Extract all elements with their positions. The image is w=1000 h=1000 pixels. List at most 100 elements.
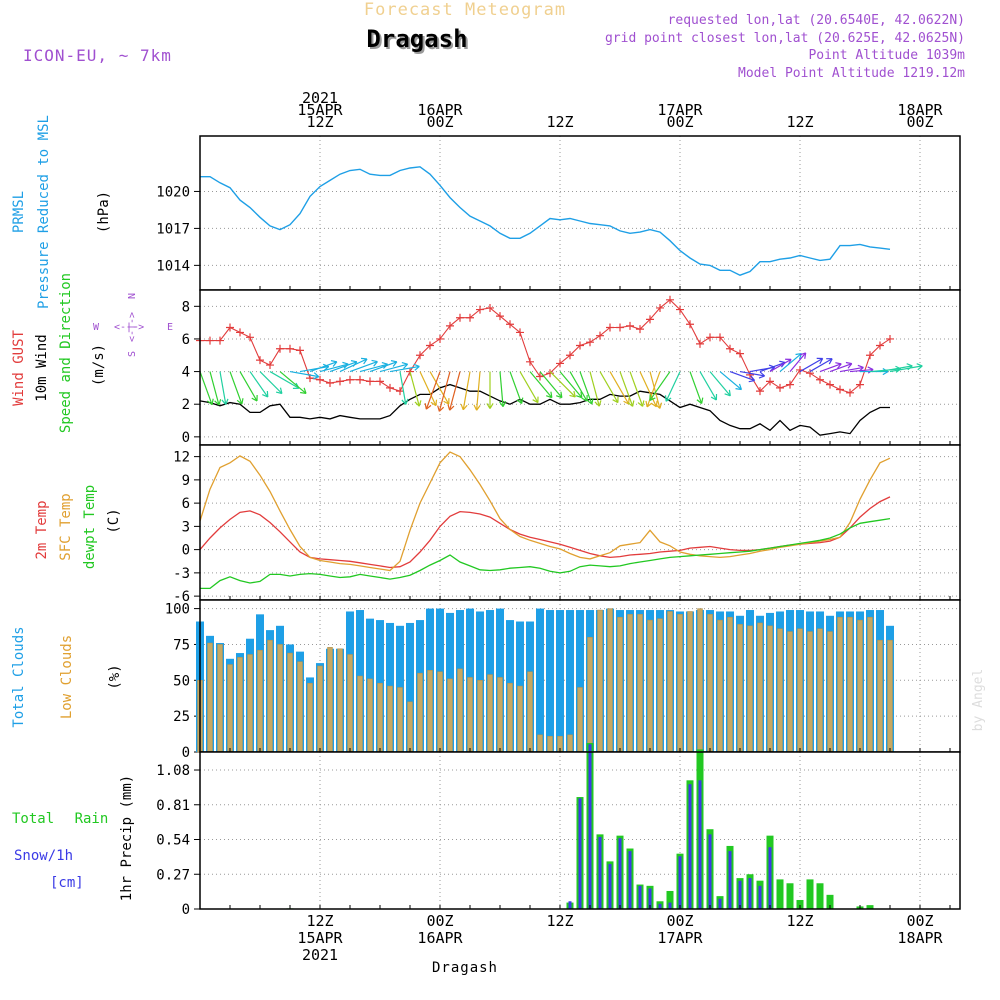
wind-arrow [559,371,583,399]
wind-arrow-head [664,395,672,402]
low-cloud-bar [827,631,833,753]
y-tick-label: 50 [173,673,190,689]
low-cloud-bar [547,735,553,753]
bottom-time-label: 12Z [786,912,813,930]
low-cloud-bar [527,671,533,753]
y-tick-label: 1014 [156,258,190,274]
low-cloud-bar [807,631,813,753]
watermark: by Angel [971,669,986,732]
bottom-time-label: 18APR [897,929,943,947]
wind-arrow [219,371,227,405]
wind-arrow [399,371,407,405]
low-cloud-bar [367,678,373,753]
rain-bar [806,879,814,909]
gust-marker [726,344,734,353]
wind-arrow [369,361,398,373]
gust-marker [216,336,224,345]
wind-arrow-head [696,397,704,404]
gust-marker [616,323,624,332]
compass-ns-arrow: <-|-> [127,312,138,342]
wind-arrow [449,371,461,411]
wind-arrow [299,365,329,373]
wind-arrow-head [586,398,594,405]
gust-line [200,299,891,394]
wind-arrow-head [443,398,450,405]
top-time-label: 12Z [546,113,573,131]
wind-arrow [319,363,349,373]
gust-marker [826,380,834,389]
wind-arrow-head [735,383,743,391]
wind-arrow [739,370,765,377]
wind-arrow [729,371,755,382]
wind-arrow [476,371,481,411]
gust-marker [626,321,634,330]
low-cloud-bar [477,680,483,753]
wind-arrow-head [594,400,602,407]
wind-arrow [629,371,644,407]
gust-marker [486,303,494,312]
gust-marker [296,346,304,355]
snow-bar [588,744,592,909]
snow-bar [648,888,652,909]
low-cloud-bar [697,608,703,753]
low-cloud-bar [317,665,323,753]
snow-bar [668,902,672,909]
low-cloud-bar [847,616,853,753]
low-cloud-bar [517,685,523,753]
wind-arrow-head [414,400,422,407]
gust-marker [806,369,814,378]
low-cloud-bar [327,647,333,753]
footer-location: Dragash [432,960,498,976]
gust-marker [866,351,874,360]
compass-west: W [93,322,100,333]
y-tick-label: 8 [182,299,190,315]
wind-arrow-head [655,402,663,409]
gust-marker [436,334,444,343]
wind-arrow-head [835,362,842,369]
gust-marker [876,341,884,350]
wind-arrow-head [845,361,853,369]
low-cloud-bar [587,637,593,753]
pressure-line [200,166,891,276]
snow-bar [688,784,692,909]
wind-arrow-head [916,363,923,371]
gust-marker [516,328,524,337]
wind-arrow-head [221,398,229,405]
precip-label-cm: [cm] [50,875,84,891]
low-cloud-bar [227,664,233,753]
gust-marker [506,320,514,329]
rain-bar [776,879,784,909]
low-cloud-bar [677,614,683,753]
grid-coords: grid point closest lon,lat (20.625E, 42.… [605,31,965,46]
bottom-time-label: 00Z [906,912,933,930]
wind-arrow [329,361,358,373]
precip-panel: 0 0.27 0.54 0.81 1.08 [156,742,961,918]
compass-south: S [127,351,138,357]
wind-arrow [839,366,864,373]
low-cloud-bar [857,619,863,753]
y-tick-label: 1020 [156,184,190,200]
gust-marker [716,333,724,342]
y-tick-label: 6 [182,496,190,512]
y-tick-label: 0.81 [156,798,190,814]
low-cloud-bar [257,649,263,753]
gust-marker [546,369,554,378]
wind-panel: 0 2 4 6 8 [182,289,961,446]
low-cloud-bar [637,614,643,753]
wind-arrow-head [627,400,635,407]
wind-arrow [819,363,842,373]
wind-arrow-head [758,371,766,379]
rain-bar [786,883,794,909]
wind-arrow [425,371,441,410]
bottom-time-label: 12Z [306,912,333,930]
low-cloud-bar [577,687,583,753]
gust-marker [606,323,614,332]
wind-arrow [309,361,338,373]
top-time-label: 12Z [306,113,333,131]
low-cloud-bar [767,625,773,753]
wind-arrow [879,365,913,373]
top-time-label: 2021 [302,89,338,107]
low-cloud-bar [777,628,783,753]
top-time-label: 15APR [297,101,343,119]
y-tick-label: 1.08 [156,763,190,779]
